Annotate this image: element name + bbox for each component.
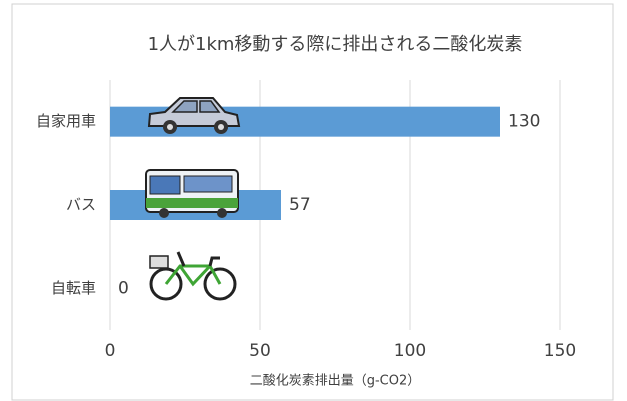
chart-title: 1人が1km移動する際に排出される二酸化炭素 [148, 34, 523, 55]
y-tick-label: 自転車 [51, 279, 96, 297]
chart: 1人が1km移動する際に排出される二酸化炭素 二酸化炭素排出量（g-CO2） 0… [0, 0, 627, 401]
x-axis-label: 二酸化炭素排出量（g-CO2） [250, 374, 421, 389]
bus-icon [146, 170, 238, 218]
y-tick-label: バス [66, 196, 96, 214]
x-tick-label: 50 [249, 341, 271, 361]
chart-frame [12, 4, 613, 400]
x-tick-label: 100 [394, 341, 426, 361]
x-tick-label: 150 [544, 341, 576, 361]
y-tick-label: 自家用車 [36, 112, 96, 130]
data-label: 0 [118, 278, 129, 298]
x-tick-label: 0 [105, 341, 116, 361]
data-label: 57 [289, 195, 311, 215]
data-label: 130 [508, 112, 540, 132]
